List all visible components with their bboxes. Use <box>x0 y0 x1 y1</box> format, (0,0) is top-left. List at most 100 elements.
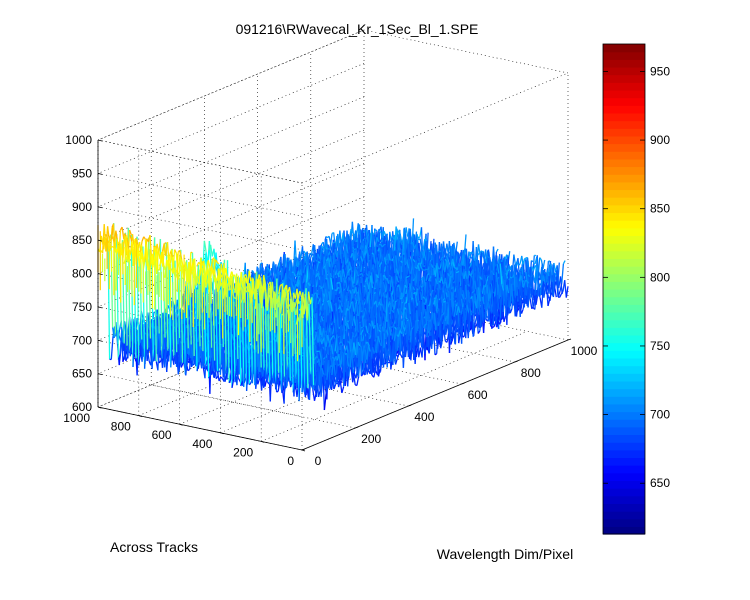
surface-segment <box>375 229 378 232</box>
surface-segment <box>348 261 352 270</box>
surface-segment <box>110 336 114 360</box>
surface-segment <box>125 255 129 263</box>
surface-segment <box>119 330 123 355</box>
surface-segment <box>208 241 212 267</box>
surface-segment <box>203 240 207 252</box>
grid-line <box>96 29 365 184</box>
surface-segment <box>167 304 171 310</box>
surface-segment <box>153 245 156 248</box>
surface-segment <box>324 267 328 279</box>
surface-segment <box>339 245 343 264</box>
surface-segment <box>143 236 146 240</box>
surface-segment <box>303 250 306 254</box>
surface-segment <box>145 246 149 271</box>
surface-segment <box>126 237 130 249</box>
surface-segment <box>110 234 114 328</box>
surface-layer <box>97 218 569 411</box>
surface-segment <box>111 245 114 248</box>
surface-segment <box>410 234 414 245</box>
surface-segment <box>170 329 174 368</box>
surface-segment <box>214 266 218 272</box>
surface-segment <box>266 267 270 270</box>
surface-segment <box>158 360 162 364</box>
surface-segment <box>135 341 139 356</box>
surface-segment <box>371 252 375 255</box>
surface-segment <box>316 261 320 272</box>
surface-segment <box>276 272 280 285</box>
surface-segment <box>139 256 143 340</box>
grid-line <box>96 96 365 251</box>
surface-segment <box>166 350 169 373</box>
box-edge <box>363 29 569 74</box>
surface-segment <box>325 235 328 239</box>
surface-segment <box>376 237 380 243</box>
surface-segment <box>123 341 127 352</box>
box-edge <box>97 139 303 184</box>
surface-segment <box>126 329 130 357</box>
surface-segment <box>327 257 331 268</box>
surface-segment <box>147 323 151 331</box>
surface-segment <box>317 270 321 276</box>
surface-segment <box>152 349 156 362</box>
surface-segment <box>161 334 165 359</box>
surface-segment <box>153 326 156 330</box>
surface-segment <box>209 244 213 257</box>
surface-segment <box>146 349 150 362</box>
surface-segment <box>360 256 364 262</box>
surface-segment <box>164 337 168 373</box>
surface-segment <box>315 259 318 263</box>
surface-segment <box>128 229 132 236</box>
surface-segment <box>408 244 412 255</box>
surface-segment <box>141 339 145 349</box>
surface-segment <box>337 233 341 249</box>
surface-segment <box>269 277 273 284</box>
box-edge <box>301 72 569 184</box>
surface-segment <box>121 227 125 239</box>
surface-segment <box>188 324 192 336</box>
surface-segment <box>318 285 322 288</box>
surface-segment <box>136 244 140 267</box>
surface-segment <box>399 238 403 245</box>
surface-segment <box>118 229 122 259</box>
surface-segment <box>190 310 194 313</box>
surface-segment <box>155 248 159 270</box>
surface-segment <box>351 253 355 261</box>
surface-segment <box>321 249 325 255</box>
surface-segment <box>381 244 385 248</box>
surface-segment <box>187 369 190 372</box>
surface-segment <box>397 238 401 253</box>
surface-segment <box>292 271 296 277</box>
surface-segment <box>317 260 321 264</box>
surface-segment <box>274 273 278 285</box>
surface-segment <box>155 311 159 317</box>
surface-segment <box>296 276 300 286</box>
surface-segment <box>276 262 280 268</box>
surface-segment <box>302 266 306 274</box>
surface-segment <box>345 244 349 254</box>
surface-segment <box>350 228 354 234</box>
surface-segment <box>383 230 387 236</box>
surface-segment <box>123 343 127 361</box>
surface-segment <box>317 253 321 259</box>
surface-segment <box>327 247 331 251</box>
surface-segment <box>178 307 182 316</box>
box-edge <box>97 29 365 141</box>
surface-segment <box>378 247 382 259</box>
surface-segment <box>124 233 127 237</box>
surface-segment <box>363 254 366 259</box>
surface-segment <box>137 249 141 257</box>
surface-segment <box>130 234 134 368</box>
surface-segment <box>281 279 285 286</box>
surface-segment <box>329 233 333 249</box>
surface-segment <box>161 253 165 265</box>
grid-line <box>151 384 356 429</box>
surface-segment <box>374 237 378 249</box>
surface-segment <box>143 333 147 369</box>
surface-segment <box>321 245 324 250</box>
surface-segment <box>356 259 360 265</box>
surface-segment <box>376 244 379 247</box>
surface-segment <box>109 238 113 241</box>
surface-segment <box>129 344 133 352</box>
